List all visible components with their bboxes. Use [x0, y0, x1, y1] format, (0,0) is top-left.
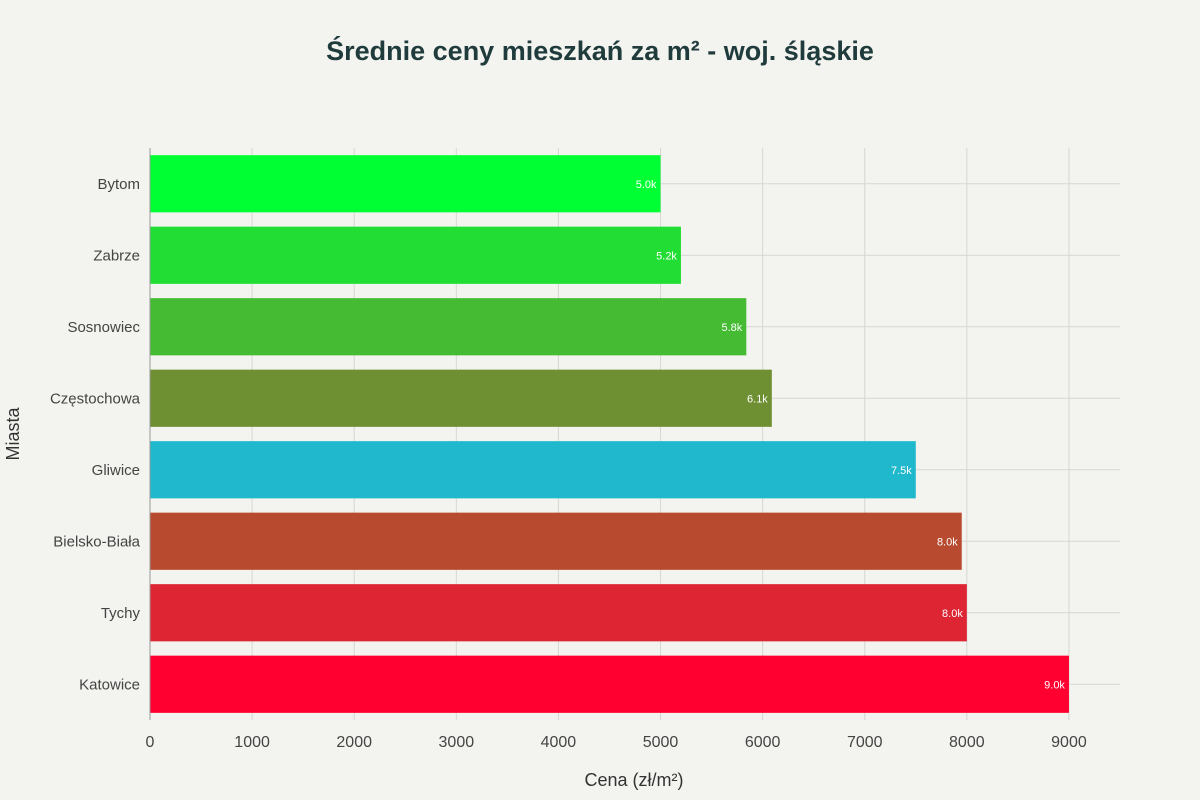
- bars: [150, 155, 1069, 713]
- y-tick-label: Zabrze: [93, 247, 140, 264]
- bar[interactable]: [150, 298, 747, 356]
- bar-data-label: 6.1k: [747, 393, 768, 405]
- y-tick-label: Tychy: [101, 605, 141, 622]
- x-tick-label: 7000: [847, 734, 883, 751]
- bar-data-label: 5.8k: [721, 322, 742, 334]
- x-tick-label: 6000: [745, 734, 781, 751]
- bar-data-label: 5.2k: [656, 250, 677, 262]
- bar[interactable]: [150, 369, 772, 427]
- bar-data-label: 9.0k: [1044, 679, 1065, 691]
- x-axis-title: Cena (zł/m²): [584, 770, 683, 790]
- y-tick-label: Sosnowiec: [67, 319, 140, 336]
- y-tick-label: Gliwice: [92, 462, 140, 479]
- bar[interactable]: [150, 226, 681, 284]
- bar[interactable]: [150, 441, 916, 499]
- x-tick-label: 5000: [643, 734, 679, 751]
- bar[interactable]: [150, 655, 1069, 713]
- bar-data-label: 8.0k: [937, 536, 958, 548]
- bar[interactable]: [150, 512, 962, 570]
- data-labels: 5.0k 5.2k 5.8k 6.1k 7.5k 8.0k 8.0k 9.0k: [636, 179, 1066, 692]
- y-tick-label: Bytom: [97, 176, 140, 193]
- bar[interactable]: [150, 155, 661, 213]
- x-tick-label: 1000: [234, 734, 270, 751]
- chart-title: Średnie ceny mieszkań za m² - woj. śląsk…: [326, 35, 874, 66]
- y-axis-title: Miasta: [3, 407, 23, 461]
- x-tick-label: 3000: [439, 734, 475, 751]
- bar[interactable]: [150, 584, 967, 642]
- x-tick-label: 2000: [336, 734, 372, 751]
- x-tick-label: 9000: [1051, 734, 1087, 751]
- x-tick-label: 0: [146, 734, 155, 751]
- y-tick-label: Katowice: [79, 676, 140, 693]
- bar-data-label: 5.0k: [636, 179, 657, 191]
- x-tick-label: 8000: [949, 734, 985, 751]
- bar-data-label: 8.0k: [942, 608, 963, 620]
- y-tick-label: Częstochowa: [50, 390, 141, 407]
- y-axis-tick-labels: Bytom Zabrze Sosnowiec Częstochowa Gliwice Bi…: [50, 176, 141, 694]
- bar-data-label: 7.5k: [891, 465, 912, 477]
- y-tick-label: Bielsko-Biała: [53, 533, 140, 550]
- x-tick-label: 4000: [541, 734, 577, 751]
- x-axis-tick-labels: 0 1000 2000 3000 4000 5000 6000 7000 8000 9000: [146, 734, 1087, 751]
